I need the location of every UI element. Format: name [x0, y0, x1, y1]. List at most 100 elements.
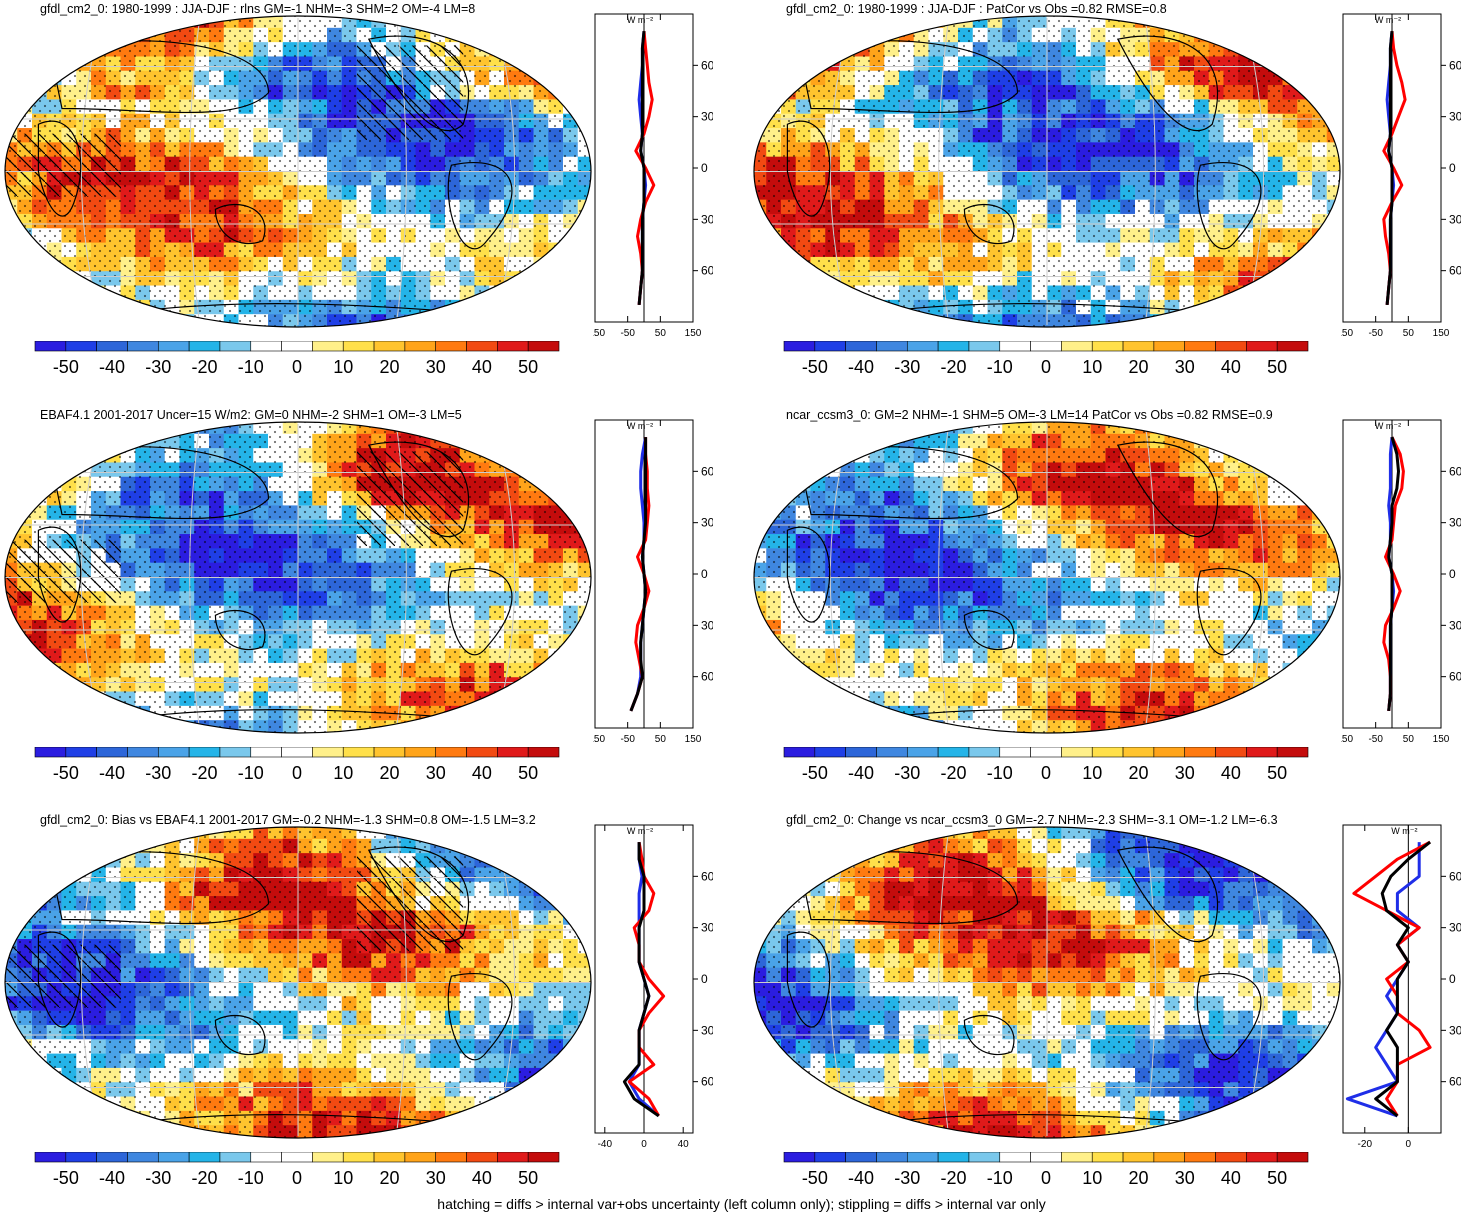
map-cell	[1326, 16, 1340, 29]
map-cell	[61, 56, 78, 72]
map-cell	[754, 662, 768, 679]
colorbar-tick-label: 0	[1041, 357, 1051, 377]
map-cell	[76, 16, 92, 29]
map-cell	[1238, 720, 1254, 733]
map-cell	[1179, 422, 1195, 435]
map-cell	[415, 827, 432, 840]
profile-units: W m⁻²	[627, 421, 653, 431]
map-cell	[46, 27, 63, 44]
map-cell	[17, 422, 33, 435]
map-cell	[577, 648, 591, 664]
colorbar-box	[1091, 747, 1124, 758]
colorbar-box	[127, 1152, 159, 1163]
map-cell	[17, 16, 33, 29]
map-cell	[533, 720, 550, 733]
profile-x-tick-label: 0	[641, 1139, 647, 1150]
colorbar-tick-label: -20	[941, 763, 967, 783]
map-cell	[754, 70, 768, 87]
map-cell	[1297, 691, 1313, 707]
map-cell	[164, 16, 181, 29]
map-cell	[795, 853, 812, 869]
map-cell	[754, 213, 768, 230]
map-cell	[766, 271, 782, 287]
map-cell	[533, 422, 550, 435]
map-cell	[1297, 314, 1313, 327]
map-cell	[1238, 422, 1254, 435]
map-cell	[913, 314, 930, 327]
map-cell	[5, 648, 19, 664]
colorbar-box	[1030, 747, 1062, 758]
profile-x-tick-label: 150	[1433, 328, 1450, 339]
map-cell	[5, 619, 19, 636]
map-cell	[577, 924, 591, 941]
map-cell	[766, 433, 782, 450]
map-cell	[76, 1110, 92, 1127]
colorbar-box	[96, 747, 128, 758]
map-cell	[1326, 476, 1340, 493]
map-cell	[1297, 677, 1313, 693]
map-cell	[5, 85, 19, 101]
map-cell	[533, 1110, 550, 1127]
map-cell	[548, 448, 564, 464]
map-cell	[61, 462, 78, 478]
colorbar-box	[1276, 341, 1309, 352]
colorbar-box	[937, 747, 970, 758]
map-cell	[1223, 314, 1240, 327]
map-cell	[577, 677, 591, 693]
map-cell	[1253, 299, 1269, 316]
map-cell	[1253, 433, 1269, 450]
map-cell	[563, 314, 579, 327]
colorbar-box	[404, 747, 437, 758]
map-cell	[105, 1125, 122, 1138]
map-cell	[825, 691, 841, 707]
map-cell	[548, 42, 564, 58]
map-cell	[533, 853, 550, 869]
map-cell	[577, 1039, 591, 1055]
map-cell	[766, 853, 782, 869]
map-cell	[766, 705, 782, 722]
profile-lat-label: 0	[701, 161, 708, 175]
colorbar-box	[1122, 341, 1155, 352]
map-cell	[577, 56, 591, 72]
map-cell	[548, 433, 564, 450]
map-cell	[1312, 70, 1328, 87]
world-map-4	[753, 421, 1341, 734]
map-cell	[754, 491, 768, 507]
profile-lat-label: 30S	[1449, 618, 1461, 632]
map-cell	[164, 827, 181, 840]
map-cell	[810, 314, 827, 327]
colorbar-box	[876, 747, 908, 758]
map-cell	[105, 27, 122, 44]
profile-lat-label: 0	[701, 972, 708, 986]
map-cell	[1282, 705, 1299, 722]
map-cell	[781, 433, 797, 450]
map-cell	[5, 256, 19, 273]
map-cell	[577, 271, 591, 287]
colorbar-4: -50 -40 -30 -20 -10 0 10 20 30 40 50	[783, 747, 1309, 783]
map-cell	[1267, 42, 1284, 58]
colorbar-box	[1091, 341, 1124, 352]
profile-lat-label: 30S	[701, 212, 713, 226]
map-cell	[5, 1110, 19, 1127]
map-cell	[32, 677, 48, 693]
map-cell	[1282, 16, 1299, 29]
map-cell	[17, 70, 33, 87]
colorbar-box	[127, 747, 159, 758]
map-cell	[577, 422, 591, 435]
map-cell	[518, 271, 535, 287]
map-cell	[781, 314, 797, 327]
map-cell	[825, 422, 841, 435]
map-cell	[577, 662, 591, 679]
map-cell	[474, 720, 491, 733]
map-cell	[825, 827, 841, 840]
colorbar-box	[845, 747, 877, 758]
map-cell	[781, 705, 797, 722]
map-cell	[17, 42, 33, 58]
map-cell	[781, 27, 797, 44]
map-cell	[32, 299, 48, 316]
map-cell	[825, 285, 841, 301]
map-cell	[548, 1082, 564, 1098]
map-cell	[76, 720, 92, 733]
